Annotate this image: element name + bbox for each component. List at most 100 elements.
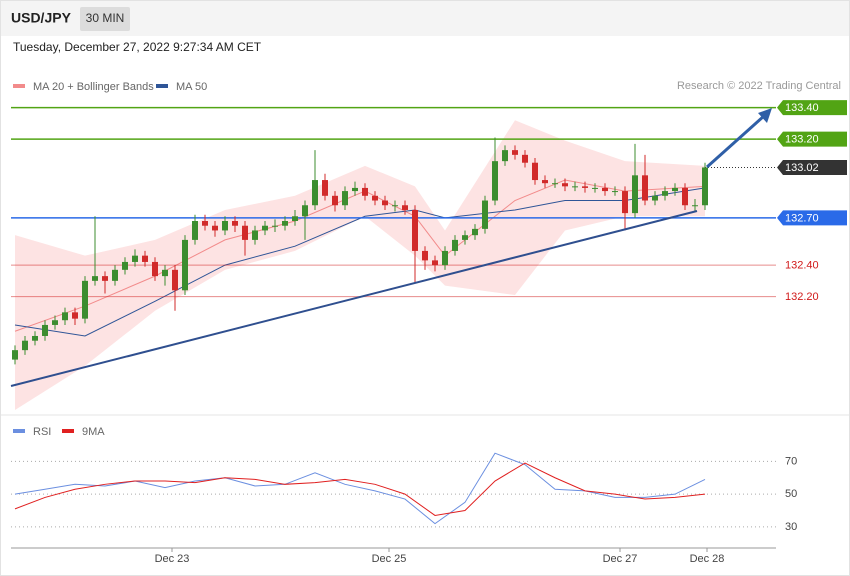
candle-body [12, 350, 18, 360]
candle-body [372, 195, 378, 201]
level-label: 133.02 [785, 162, 819, 174]
candle-body [212, 225, 218, 231]
candle-body [672, 187, 678, 192]
candle-body [552, 183, 558, 185]
candle-body [532, 162, 538, 181]
candle-body [42, 324, 48, 336]
candle-body [332, 195, 338, 206]
candle-body [22, 340, 28, 351]
legend-label: MA 20 + Bollinger Bands [33, 81, 154, 93]
level-label: 132.70 [785, 212, 819, 224]
level-box [777, 210, 847, 226]
candle-body [662, 191, 668, 196]
candle-body [652, 195, 658, 201]
candle-body [52, 320, 58, 325]
candle-body [72, 312, 78, 319]
rsi-panel: 30 50 70 [11, 452, 797, 533]
candle-body [492, 161, 498, 201]
candle-body [32, 335, 38, 341]
candle-body [192, 221, 198, 240]
candle-body [462, 235, 468, 240]
candle-body [502, 150, 508, 162]
candle-body [432, 260, 438, 266]
candle-body [202, 221, 208, 226]
candle-body [572, 186, 578, 188]
candle-body [622, 191, 628, 214]
candle-body [562, 183, 568, 187]
candle-body [142, 255, 148, 262]
candle-body [132, 255, 138, 262]
candle-body [642, 175, 648, 201]
candle-body [692, 205, 698, 207]
candle-body [422, 250, 428, 261]
legend-swatch [13, 84, 25, 88]
candle-body [82, 280, 88, 319]
x-tick-label: Dec 23 [155, 553, 190, 565]
legend-label: 9MA [82, 426, 105, 438]
legend-label: RSI [33, 426, 51, 438]
indicator-line [14, 462, 706, 516]
candle-body [102, 276, 108, 281]
candle-body [302, 205, 308, 217]
legend-swatch [156, 84, 168, 88]
level-box [777, 131, 847, 147]
x-tick-label: Dec 25 [372, 553, 407, 565]
timestamp: Tuesday, December 27, 2022 9:27:34 AM CE… [13, 40, 262, 54]
level-label: 133.40 [785, 102, 819, 114]
moving-average [14, 187, 706, 337]
x-tick-label: Dec 27 [603, 553, 638, 565]
candle-body [122, 261, 128, 270]
candle-body [702, 167, 708, 206]
candle-body [312, 180, 318, 206]
candle-body [382, 200, 388, 206]
legend-swatch [62, 429, 74, 433]
candle-body [452, 239, 458, 251]
candle-body [282, 221, 288, 226]
candle-body [242, 225, 248, 240]
interval: 30 MIN [86, 11, 125, 25]
candle-body [412, 209, 418, 251]
candle-body [352, 187, 358, 192]
candle-body [152, 261, 158, 277]
candle-body [442, 250, 448, 266]
candle-body [512, 150, 518, 155]
candle-body [182, 239, 188, 291]
price-panel: 133.40 133.20 133.02 132.70 132.40 132.20 [11, 100, 847, 410]
x-tick-label: Dec 28 [690, 553, 725, 565]
candle-body [402, 205, 408, 210]
level-box [777, 159, 847, 175]
candle-body [602, 187, 608, 192]
candle-body [342, 191, 348, 206]
credit: Research © 2022 Trading Central [677, 80, 841, 92]
candle-body [362, 187, 368, 196]
candle-body [612, 191, 618, 193]
candle-body [592, 187, 598, 189]
arrow [705, 114, 766, 169]
candle-body [262, 225, 268, 231]
interval-box [80, 7, 130, 31]
candle-body [162, 269, 168, 277]
symbol: USD/JPY [11, 10, 72, 26]
trendline [10, 210, 698, 387]
candle-body [582, 186, 588, 188]
candle-body [632, 175, 638, 214]
level-label: 132.40 [785, 260, 819, 272]
y-tick-label: 50 [785, 488, 797, 500]
header-bar [1, 1, 849, 36]
candle-body [252, 230, 258, 240]
candle-body [682, 187, 688, 206]
candle-body [392, 205, 398, 207]
level-box [777, 100, 847, 116]
candle-body [482, 200, 488, 229]
level-label: 133.20 [785, 134, 819, 146]
candle-body [112, 269, 118, 281]
level-label: 132.20 [785, 291, 819, 303]
y-tick-label: 70 [785, 455, 797, 467]
candle-body [522, 154, 528, 163]
candle-body [92, 276, 98, 281]
candle-body [232, 221, 238, 226]
candle-body [172, 269, 178, 291]
candle-body [472, 228, 478, 236]
candle-body [272, 225, 278, 227]
